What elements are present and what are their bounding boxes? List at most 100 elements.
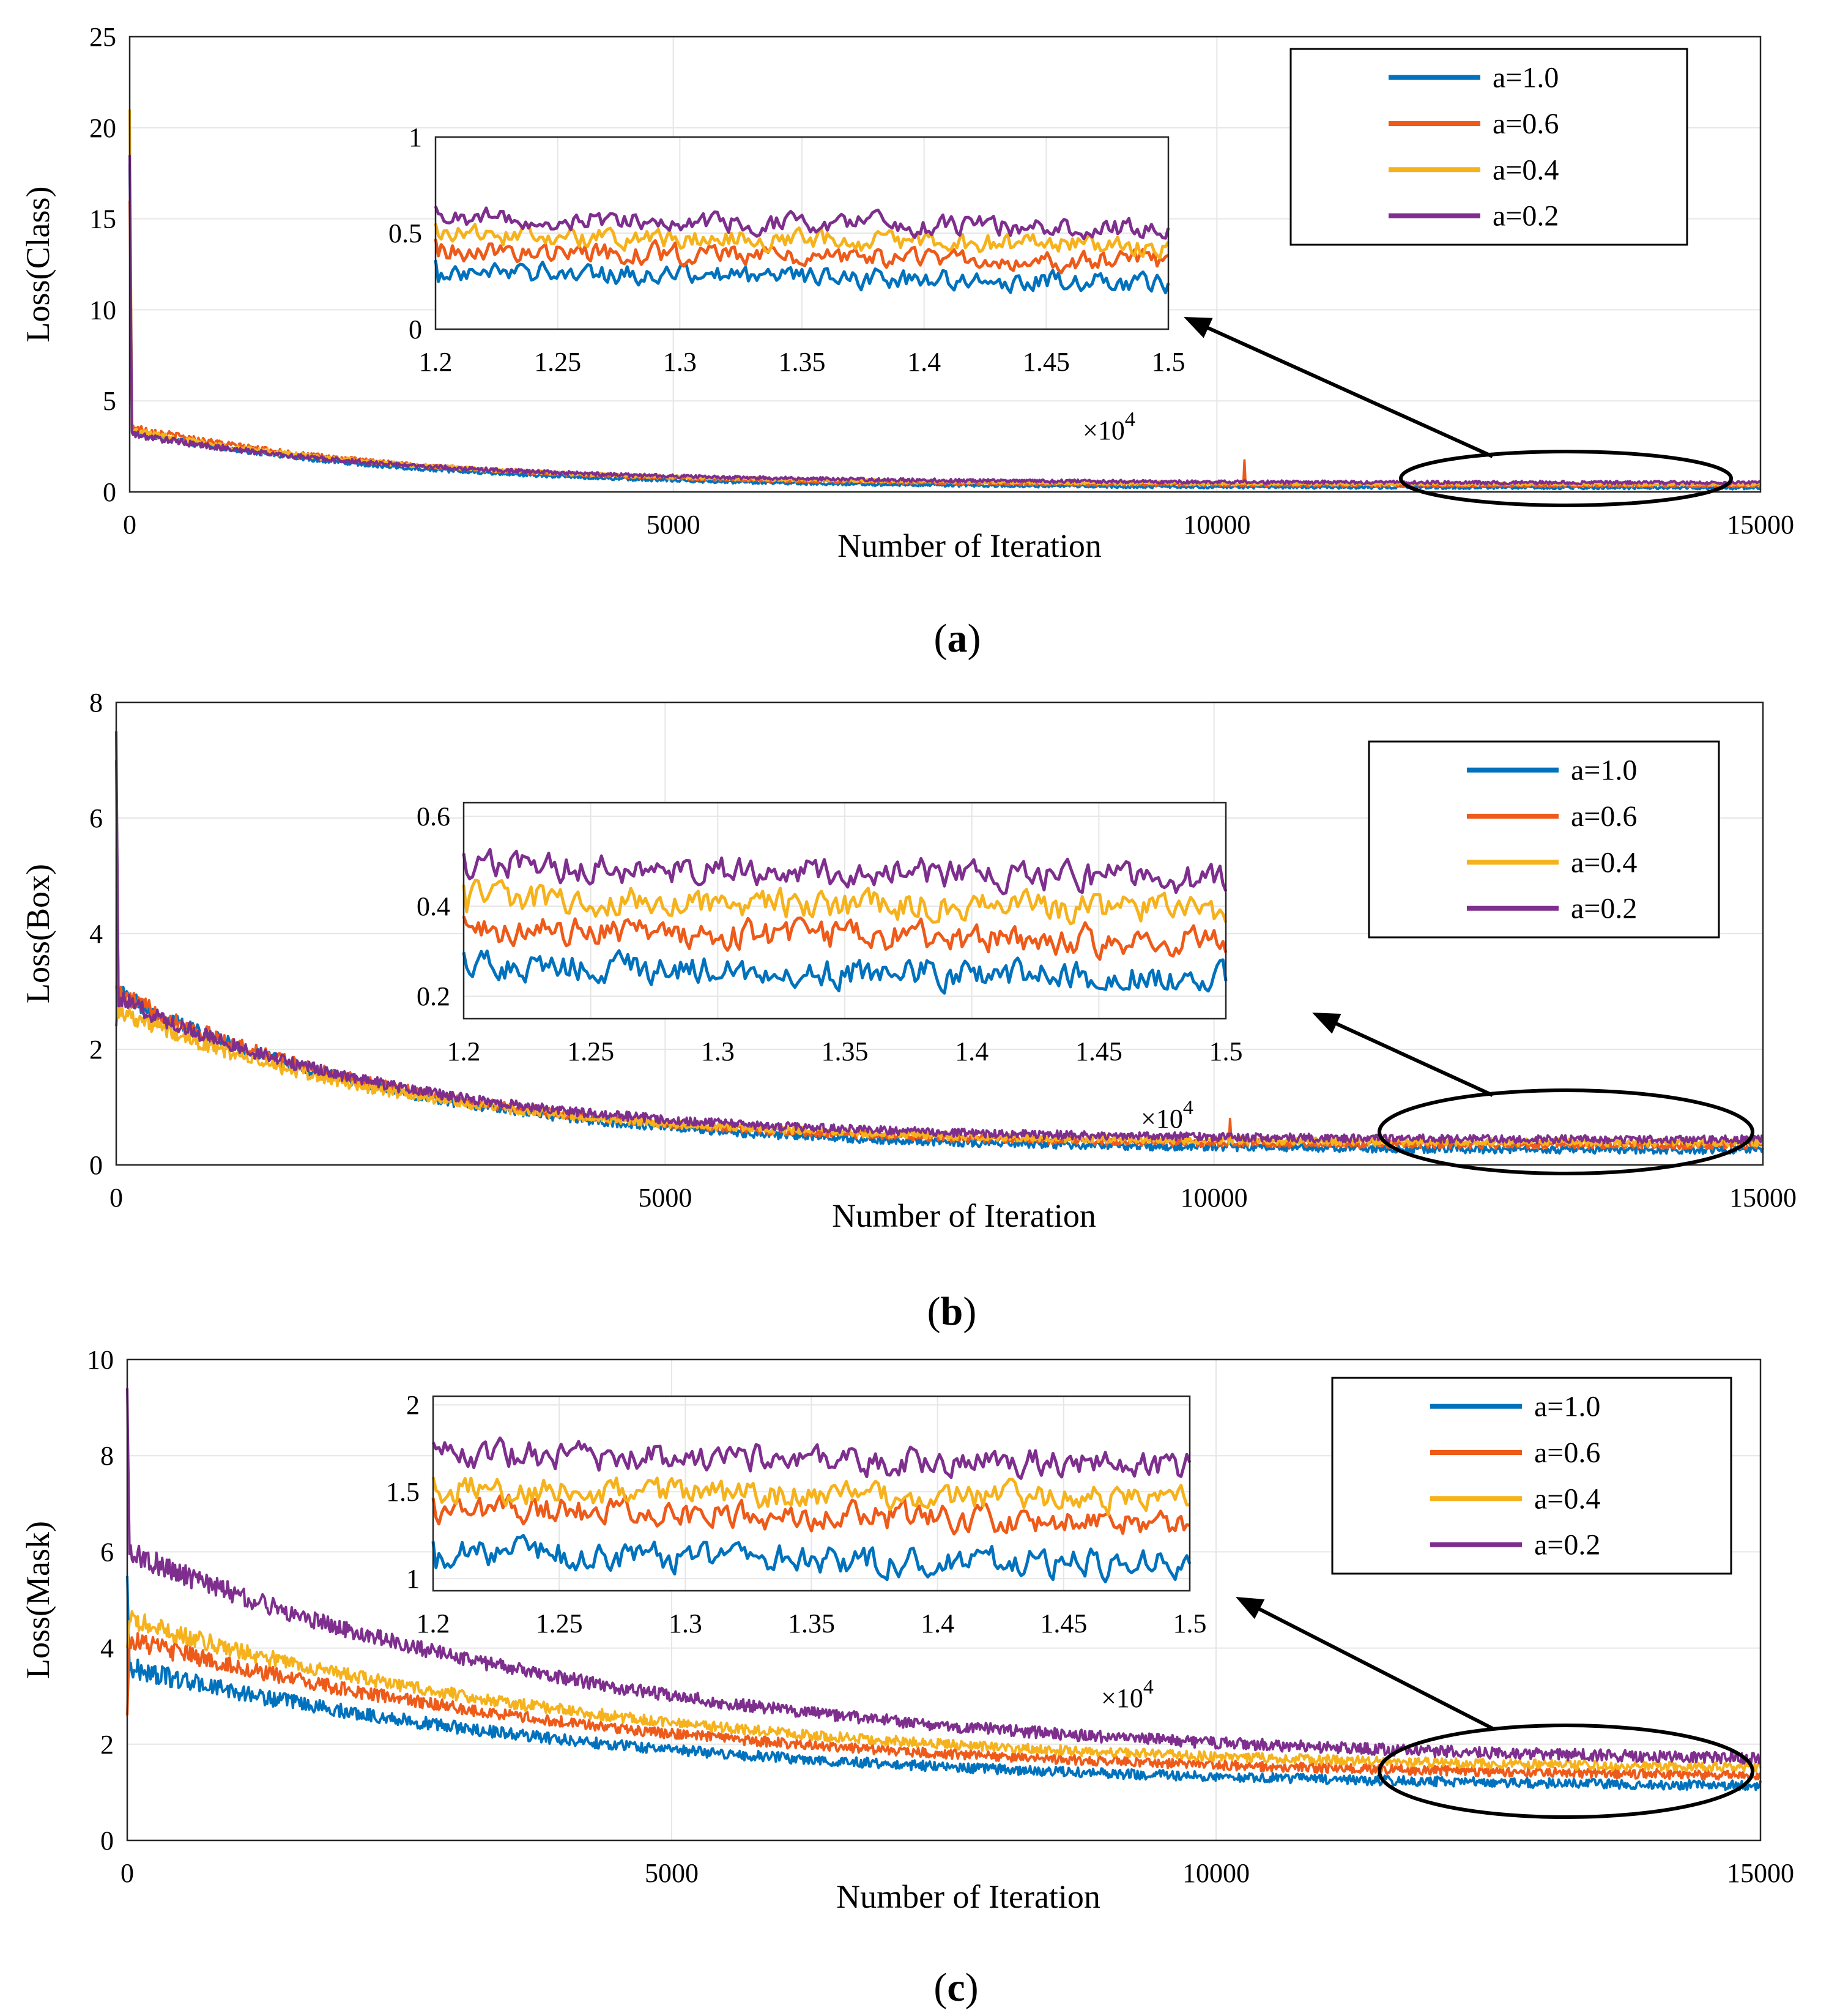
y-tick-label: 2 <box>89 1035 103 1065</box>
inset-y-tick-label: 1 <box>409 122 422 152</box>
legend-label: a=0.6 <box>1571 800 1637 833</box>
x-tick-label: 10000 <box>1183 510 1250 540</box>
inset-x-tick-label: 1.2 <box>417 1609 450 1638</box>
legend-label: a=0.6 <box>1534 1437 1600 1469</box>
legend: a=1.0 a=0.6 a=0.4 a=0.2 <box>1368 740 1720 939</box>
inset-x-tick-label: 1.25 <box>567 1036 614 1066</box>
panel-caption: (a) <box>934 616 981 661</box>
inset-series-line-a-0.4 <box>431 1476 1190 1517</box>
x-tick-label: 15000 <box>1729 1183 1797 1213</box>
y-tick-label: 15 <box>89 204 116 234</box>
inset-plot: 1 1.5 2 1.2 1.25 1.3 1.35 1.4 1.45 1.5 ×104 <box>386 1390 1207 1713</box>
y-axis-label: Loss(Box) <box>20 864 56 1003</box>
inset-y-tick-label: 1.5 <box>386 1477 420 1507</box>
inset-series-line-a-1.0 <box>462 949 1228 995</box>
chart-panel-c: 0 2 4 6 8 10 0 5000 10000 15000 Number of Iteratio… <box>20 1345 1794 2010</box>
inset-series-line-a-0.2 <box>462 847 1228 896</box>
legend-label: a=0.4 <box>1571 846 1637 879</box>
legend-label: a=1.0 <box>1571 754 1637 787</box>
legend-label: a=0.2 <box>1534 1529 1600 1561</box>
inset-x-tick-label: 1.25 <box>534 347 581 377</box>
inset-multiplier-label: ×104 <box>1141 1096 1193 1134</box>
legend: a=1.0 a=0.6 a=0.4 a=0.2 <box>1289 48 1688 246</box>
zoom-arrow-head <box>1236 1597 1265 1620</box>
x-tick-label: 0 <box>121 1858 134 1888</box>
x-axis-label: Number of Iteration <box>836 1878 1100 1915</box>
axes-frame <box>128 35 1762 493</box>
legend-label: a=1.0 <box>1534 1391 1600 1423</box>
series-line-a-0.2 <box>126 1388 1762 1765</box>
zoom-region-ellipse <box>1399 450 1733 507</box>
zoom-arrow-head <box>1312 1013 1341 1034</box>
zoom-arrow-head <box>1184 317 1213 338</box>
series-line-a-0.4 <box>126 1610 1762 1773</box>
legend-label: a=1.0 <box>1493 62 1559 94</box>
inset-multiplier-base: ×10 <box>1141 1104 1183 1134</box>
inset-series-line-a-0.6 <box>462 915 1228 961</box>
inset-x-tick-label: 1.2 <box>419 347 453 377</box>
inset-x-tick-label: 1.4 <box>907 347 941 377</box>
x-tick-label: 10000 <box>1182 1858 1250 1888</box>
inset-y-tick-label: 0 <box>409 314 422 344</box>
inset-x-tick-label: 1.3 <box>663 347 697 377</box>
y-tick-label: 10 <box>89 295 116 325</box>
y-tick-label: 0 <box>103 477 116 507</box>
inset-multiplier-base: ×10 <box>1083 415 1125 445</box>
x-tick-label: 0 <box>109 1183 123 1213</box>
y-tick-label: 25 <box>89 22 116 52</box>
y-tick-label: 6 <box>100 1537 114 1567</box>
panel-caption-letter: b <box>941 1289 963 1334</box>
inset-x-tick-label: 1.5 <box>1152 347 1185 377</box>
inset-y-tick-label: 0.6 <box>417 802 450 831</box>
legend-box <box>1368 740 1720 939</box>
inset-x-tick-label: 1.3 <box>701 1036 735 1066</box>
y-axis-label: Loss(Mask) <box>20 1521 56 1679</box>
y-tick-label: 6 <box>89 803 103 833</box>
inset-plot: 0 0.5 1 1.2 1.25 1.3 1.35 1.4 1.45 1.5 ×104 <box>388 122 1185 445</box>
y-tick-label: 4 <box>100 1634 114 1664</box>
inset-x-tick-label: 1.3 <box>669 1609 702 1638</box>
inset-frame <box>432 1395 1191 1592</box>
inset-x-tick-label: 1.45 <box>1040 1609 1087 1638</box>
inset-x-tick-label: 1.35 <box>779 347 826 377</box>
panel-caption-letter: c <box>947 1965 965 2010</box>
inset-y-tick-label: 0.5 <box>388 218 422 248</box>
panel-caption: (b) <box>927 1289 977 1334</box>
inset-series-line-a-0.6 <box>431 1493 1190 1536</box>
legend-label: a=0.4 <box>1534 1482 1600 1515</box>
legend: a=1.0 a=0.6 a=0.4 a=0.2 <box>1331 1377 1732 1575</box>
inset-x-tick-label: 1.4 <box>921 1609 954 1638</box>
y-tick-label: 0 <box>89 1150 103 1180</box>
x-tick-label: 5000 <box>647 510 700 540</box>
inset-series-line-a-0.2 <box>431 1436 1192 1480</box>
y-tick-label: 0 <box>100 1826 114 1856</box>
inset-y-tick-label: 0.2 <box>417 981 450 1011</box>
inset-frame <box>462 802 1227 1020</box>
y-tick-label: 8 <box>100 1441 114 1471</box>
inset-x-tick-label: 1.25 <box>536 1609 583 1638</box>
chart-panel-b: 0 2 4 6 8 0 5000 10000 15000 Number of Iteration L… <box>20 688 1797 1334</box>
x-tick-label: 15000 <box>1727 1858 1794 1888</box>
inset-multiplier-label: ×104 <box>1083 408 1135 445</box>
y-tick-label: 4 <box>89 919 103 949</box>
inset-multiplier-exponent: 4 <box>1183 1096 1193 1119</box>
inset-multiplier-base: ×10 <box>1101 1683 1143 1713</box>
legend-label: a=0.2 <box>1493 200 1559 232</box>
y-axis-label: Loss(Class) <box>20 187 56 343</box>
y-tick-label: 2 <box>100 1730 114 1760</box>
zoom-region-ellipse <box>1378 1088 1754 1175</box>
inset-series-line-a-0.2 <box>434 206 1170 240</box>
zoom-arrow-shaft <box>1251 1603 1494 1730</box>
inset-series-line-a-1.0 <box>431 1534 1192 1583</box>
inset-series-line-a-1.0 <box>434 259 1170 294</box>
inset-series-line-a-0.4 <box>434 223 1170 260</box>
inset-multiplier-label: ×104 <box>1101 1676 1154 1713</box>
inset-y-tick-label: 0.4 <box>417 891 450 921</box>
inset-x-tick-label: 1.2 <box>447 1036 481 1066</box>
inset-x-tick-label: 1.45 <box>1075 1036 1122 1066</box>
series-line-a-0.2 <box>128 155 1761 486</box>
y-tick-label: 20 <box>89 113 116 143</box>
legend-label: a=0.6 <box>1493 108 1559 140</box>
legend-label: a=0.4 <box>1493 154 1559 186</box>
